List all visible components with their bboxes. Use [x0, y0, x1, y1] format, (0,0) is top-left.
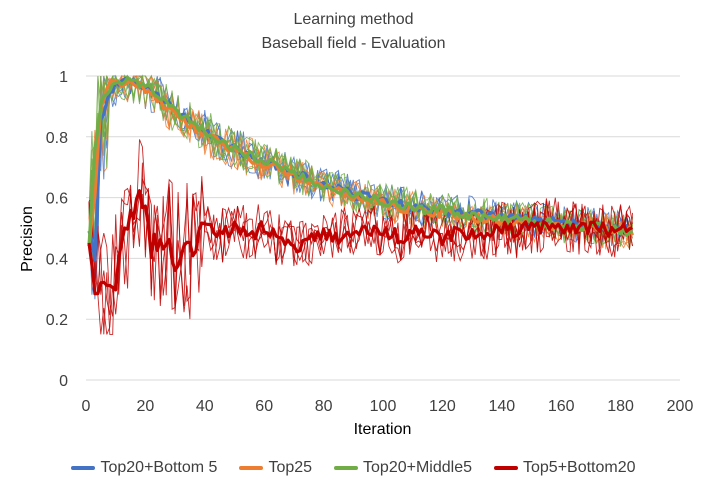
legend-swatch [71, 466, 96, 470]
y-tick-label: 0.8 [46, 130, 68, 147]
legend-label: Top20+Bottom 5 [100, 459, 218, 476]
x-tick-label: 200 [667, 398, 694, 415]
x-tick-label: 120 [429, 398, 456, 415]
x-tick-label: 0 [82, 398, 91, 415]
y-tick-label: 0.6 [46, 191, 68, 208]
legend-item: Top20+Bottom 5 [71, 459, 217, 477]
y-tick-label: 0.4 [46, 251, 68, 268]
series-line-4 [87, 189, 634, 296]
chart-title: Learning method [293, 11, 414, 28]
legend-swatch [494, 466, 518, 470]
y-tick-label: 1 [59, 69, 68, 86]
x-tick-label: 140 [488, 398, 515, 415]
legend-item: Top25 [239, 459, 312, 477]
legend-swatch [239, 466, 264, 470]
legend-label: Top5+Bottom20 [523, 459, 636, 476]
y-axis-label: Precision [19, 206, 36, 272]
replicate-run-line [88, 178, 633, 335]
x-tick-label: 60 [255, 398, 273, 415]
x-tick-label: 20 [137, 398, 155, 415]
legend: Top20+Bottom 5 Top25 Top20+Middle5 Top5+Bot… [0, 459, 707, 477]
x-tick-label: 100 [370, 398, 397, 415]
legend-item: Top20+Middle5 [334, 459, 472, 477]
y-tick-label: 0.2 [46, 312, 68, 329]
x-tick-label: 40 [196, 398, 214, 415]
y-tick-label: 0 [59, 373, 68, 390]
x-tick-label: 180 [607, 398, 634, 415]
x-tick-label: 160 [548, 398, 575, 415]
x-tick-label: 80 [315, 398, 333, 415]
legend-swatch [334, 466, 359, 470]
x-axis-label: Iteration [353, 421, 412, 438]
legend-label: Top25 [268, 459, 313, 476]
legend-label: Top20+Middle5 [363, 459, 472, 476]
legend-item: Top5+Bottom20 [494, 459, 636, 477]
chart-subtitle: Baseball field - Evaluation [261, 35, 446, 52]
